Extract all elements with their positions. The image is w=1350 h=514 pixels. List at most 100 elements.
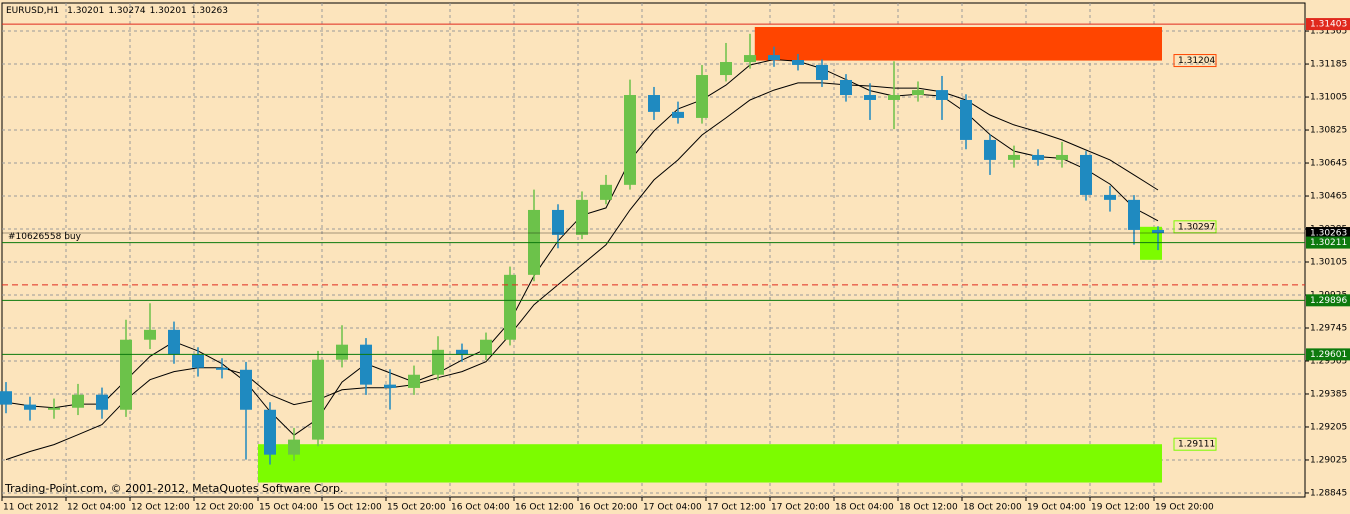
candle-body — [864, 95, 876, 100]
ohlc-value: 1.30201 — [150, 6, 187, 16]
zone-label: 1.29111 — [1178, 440, 1215, 450]
candle-body — [888, 95, 900, 100]
price-tag-label: 1.31403 — [1310, 20, 1347, 30]
x-tick-label: 11 Oct 2012 — [3, 503, 59, 513]
x-tick-label: 15 Oct 12:00 — [323, 503, 382, 513]
price-tag-label: 1.29896 — [1310, 296, 1347, 306]
footer: Trading-Point.com, © 2001-2012, MetaQuot… — [4, 482, 343, 495]
y-tick-label: 1.28845 — [1310, 488, 1347, 498]
candle-body — [792, 60, 804, 65]
x-tick-label: 17 Oct 12:00 — [707, 503, 766, 513]
x-tick-label: 19 Oct 04:00 — [1027, 503, 1086, 513]
zone-label-box — [1173, 54, 1217, 68]
order-label: #10626558 buy — [8, 232, 82, 242]
candle-body — [768, 55, 780, 61]
x-tick-label: 12 Oct 12:00 — [131, 503, 190, 513]
x-tick-label: 17 Oct 04:00 — [643, 503, 702, 513]
ohlc-value: 1.30263 — [191, 6, 228, 16]
candle-body — [384, 384, 396, 388]
candle-body — [936, 90, 948, 100]
x-tick-label: 18 Oct 20:00 — [963, 503, 1022, 513]
candle-body — [432, 349, 444, 375]
price-zone — [1140, 226, 1162, 260]
candle-body — [120, 339, 132, 410]
y-tick-label: 1.30825 — [1310, 126, 1347, 136]
candle-body — [360, 344, 372, 385]
candle-body — [72, 394, 84, 408]
candle-body — [1128, 199, 1140, 230]
y-tick-label: 1.29025 — [1310, 455, 1347, 465]
y-tick-label: 1.29205 — [1310, 422, 1347, 432]
x-tick-label: 18 Oct 04:00 — [835, 503, 894, 513]
price-tag-label: 1.30211 — [1310, 238, 1347, 248]
zone-label: 1.30297 — [1178, 222, 1215, 232]
candle-body — [624, 95, 636, 185]
candle-body — [480, 339, 492, 355]
candle-body — [672, 111, 684, 118]
candle-body — [1056, 154, 1068, 160]
x-tick-label: 16 Oct 20:00 — [579, 503, 638, 513]
candle-body — [336, 344, 348, 360]
candle-body — [648, 95, 660, 112]
candle-body — [288, 439, 300, 455]
candle-body — [912, 90, 924, 96]
y-tick-label: 1.30105 — [1310, 258, 1347, 268]
y-tick-label: 1.31185 — [1310, 60, 1347, 70]
zone-label-box — [1173, 220, 1217, 234]
price-tag — [1306, 348, 1350, 361]
candle-body — [240, 369, 252, 410]
x-tick-label: 12 Oct 04:00 — [67, 503, 126, 513]
price-tag — [1306, 18, 1350, 31]
candle-body — [456, 349, 468, 355]
x-tick-label: 16 Oct 04:00 — [451, 503, 510, 513]
plot-frame — [1, 2, 1306, 498]
candle-body — [720, 62, 732, 76]
y-tick-label: 1.29385 — [1310, 389, 1347, 399]
price-tag — [1306, 236, 1350, 249]
candle-body — [552, 209, 564, 235]
zone-label-box — [1173, 437, 1217, 451]
candle-body — [1080, 154, 1092, 195]
price-zone — [258, 444, 1162, 483]
candle-body — [1008, 154, 1020, 160]
x-tick-label: 15 Oct 04:00 — [259, 503, 318, 513]
candle-body — [144, 329, 156, 340]
y-tick-label: 1.31365 — [1310, 27, 1347, 37]
candle-body — [840, 79, 852, 96]
candle-body — [984, 139, 996, 160]
ohlc-value: 1.30274 — [108, 6, 145, 16]
x-tick-label: 15 Oct 20:00 — [387, 503, 446, 513]
x-tick-label: 12 Oct 20:00 — [195, 503, 254, 513]
price-tag — [1306, 294, 1350, 307]
zone-label: 1.31204 — [1178, 56, 1215, 66]
chart-header: EURUSD,H1 1.30201 1.30274 1.30201 1.30263 — [6, 6, 228, 16]
price-zone — [754, 27, 1162, 61]
symbol: EURUSD,H1 — [6, 6, 59, 16]
y-tick-label: 1.30465 — [1310, 192, 1347, 202]
candle-body — [312, 359, 324, 440]
price-tag-label: 1.29601 — [1310, 350, 1347, 360]
y-tick-label: 1.29745 — [1310, 323, 1347, 333]
candle-body — [816, 64, 828, 80]
candle-body — [216, 367, 228, 370]
candle-body — [504, 274, 516, 340]
y-tick-label: 1.29565 — [1310, 356, 1347, 366]
x-tick-label: 17 Oct 20:00 — [771, 503, 830, 513]
candle-body — [960, 99, 972, 140]
candle-body — [168, 329, 180, 355]
price-tag — [1306, 227, 1350, 240]
candle-body — [408, 374, 420, 388]
candle-body — [744, 55, 756, 63]
y-tick-label: 1.31005 — [1310, 93, 1347, 103]
candle-body — [264, 409, 276, 455]
candle-body — [576, 199, 588, 235]
x-tick-label: 18 Oct 12:00 — [899, 503, 958, 513]
candle-body — [600, 184, 612, 200]
candle-body — [192, 354, 204, 368]
ohlc-value: 1.30201 — [67, 6, 104, 16]
candle-body — [1152, 229, 1164, 234]
candle-body — [0, 391, 12, 405]
price-tag-label: 1.30263 — [1310, 229, 1347, 239]
